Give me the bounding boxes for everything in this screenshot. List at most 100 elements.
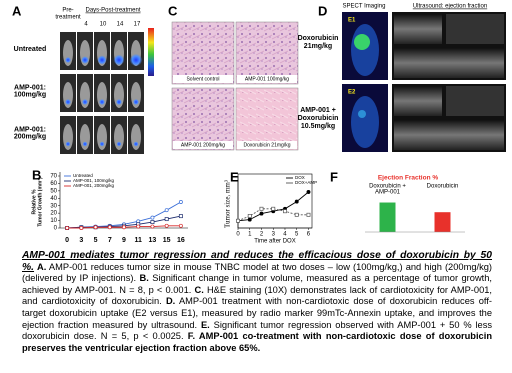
marker (150, 224, 155, 229)
panel-art (60, 12, 506, 154)
x-tick-label: 1 (248, 232, 252, 238)
mouse-body (131, 124, 141, 150)
bar (379, 202, 396, 232)
spect-hot (358, 110, 366, 118)
mouse-body (80, 124, 90, 150)
x-tick-label: 4 (283, 232, 287, 238)
caption-normal: H&E staining (10X) demonstrates lack of … (22, 284, 492, 307)
panel-letter: C (168, 3, 178, 18)
category-label: AMP-001 (375, 190, 401, 196)
histology-image (171, 87, 235, 151)
image-label: AMP-001 100mg/kg (245, 76, 289, 82)
signal (129, 53, 143, 67)
header: Ultrasound: ejection fraction (413, 4, 487, 10)
x-tick-label: 16 (177, 237, 185, 244)
header: SPECT Imaging (343, 4, 386, 10)
caption-normal: Significant tumor regression observed wi… (22, 319, 493, 342)
row-label: Doxorubicin (298, 115, 339, 122)
marker (259, 211, 264, 216)
caption: AMP-001 mediates tumor regression and re… (22, 250, 492, 354)
legend-label: AMP-001, 100mg/kg (73, 178, 115, 183)
caption-bold: F. (187, 331, 196, 342)
row-label: Doxorubicin (298, 35, 339, 42)
marker (107, 225, 112, 230)
day-label: 14 (117, 22, 124, 28)
marker (164, 223, 169, 228)
row-label: 200mg/kg (14, 133, 46, 140)
label-bg (173, 141, 233, 149)
header: treatment (55, 15, 81, 21)
signal (97, 55, 107, 65)
legend-label: AMP-001, 200mg/kg (73, 183, 115, 188)
row-label: Untreated (14, 46, 47, 53)
x-tick-label: 9 (122, 237, 126, 244)
marker (306, 190, 311, 194)
image-label: Doxorubicin 21mg/kg (244, 142, 291, 148)
x-tick-label: 7 (108, 237, 112, 244)
signal (65, 141, 71, 147)
us-trace (394, 48, 504, 78)
row-label: AMP-001: (14, 84, 46, 91)
x-tick-label: 11 (135, 237, 143, 244)
color-scale (148, 28, 154, 76)
marker (136, 224, 141, 229)
signal (82, 99, 88, 105)
y-tick-label: 40 (50, 196, 57, 202)
marker (259, 206, 264, 211)
label-bg (237, 141, 297, 149)
figure: A Pre- treatment Days-Post-treatment C D… (12, 3, 506, 245)
day-label: 4 (84, 22, 88, 28)
signal (116, 141, 122, 147)
histology-image (171, 21, 235, 85)
signal (133, 141, 139, 147)
x-tick-label: 5 (295, 232, 299, 238)
caption-bold: A. (37, 261, 47, 272)
x-tick-label: 2 (260, 232, 264, 238)
label-bg (237, 75, 297, 83)
signal (113, 54, 125, 66)
caption-bold: C. (194, 284, 204, 295)
spect-hot (354, 34, 370, 50)
y-tick-label: 20 (50, 211, 57, 217)
histology-image (235, 21, 299, 85)
y-tick-label: 70 (50, 174, 57, 180)
caption-bold: B. (139, 273, 149, 284)
marker (178, 200, 183, 204)
category-label: Doxorubicin + (369, 184, 406, 190)
marker (164, 217, 169, 222)
marker (247, 217, 252, 222)
marker (271, 206, 276, 211)
spect-body (351, 96, 379, 148)
y-tick-label: 50 (50, 188, 57, 194)
mouse-body (114, 124, 124, 150)
signal (133, 99, 139, 105)
image-label: AMP-001 200mg/kg (181, 142, 225, 148)
caption-normal: AMP-001 treatment with non-cardiotoxic d… (22, 296, 492, 330)
panel-letter: B (32, 167, 41, 182)
us-right (446, 14, 504, 44)
marker (178, 223, 183, 228)
signal (65, 57, 71, 63)
marker-label: E2 (348, 90, 356, 96)
signal (82, 141, 88, 147)
row-label: 100mg/kg (14, 91, 46, 98)
x-tick-label: 3 (79, 237, 83, 244)
x-tick-label: 5 (94, 237, 98, 244)
marker (294, 212, 299, 217)
marker (294, 199, 299, 204)
label-bg (173, 75, 233, 83)
image-label: Solvent control (186, 76, 219, 82)
marker (65, 226, 70, 230)
marker (178, 214, 183, 219)
marker-label: E1 (348, 18, 356, 24)
signal (116, 99, 122, 105)
day-label: 10 (100, 22, 107, 28)
category-label: Doxorubicin (427, 184, 459, 190)
us-right (446, 86, 504, 116)
row-label: AMP-001: (14, 126, 46, 133)
caption-normal: Significant change in tumor volume, meas… (22, 273, 492, 295)
y-axis-label: Relative % (31, 189, 37, 215)
mouse-body (97, 124, 107, 150)
legend-label: DOX (295, 175, 305, 180)
panel-letter: D (318, 3, 327, 18)
